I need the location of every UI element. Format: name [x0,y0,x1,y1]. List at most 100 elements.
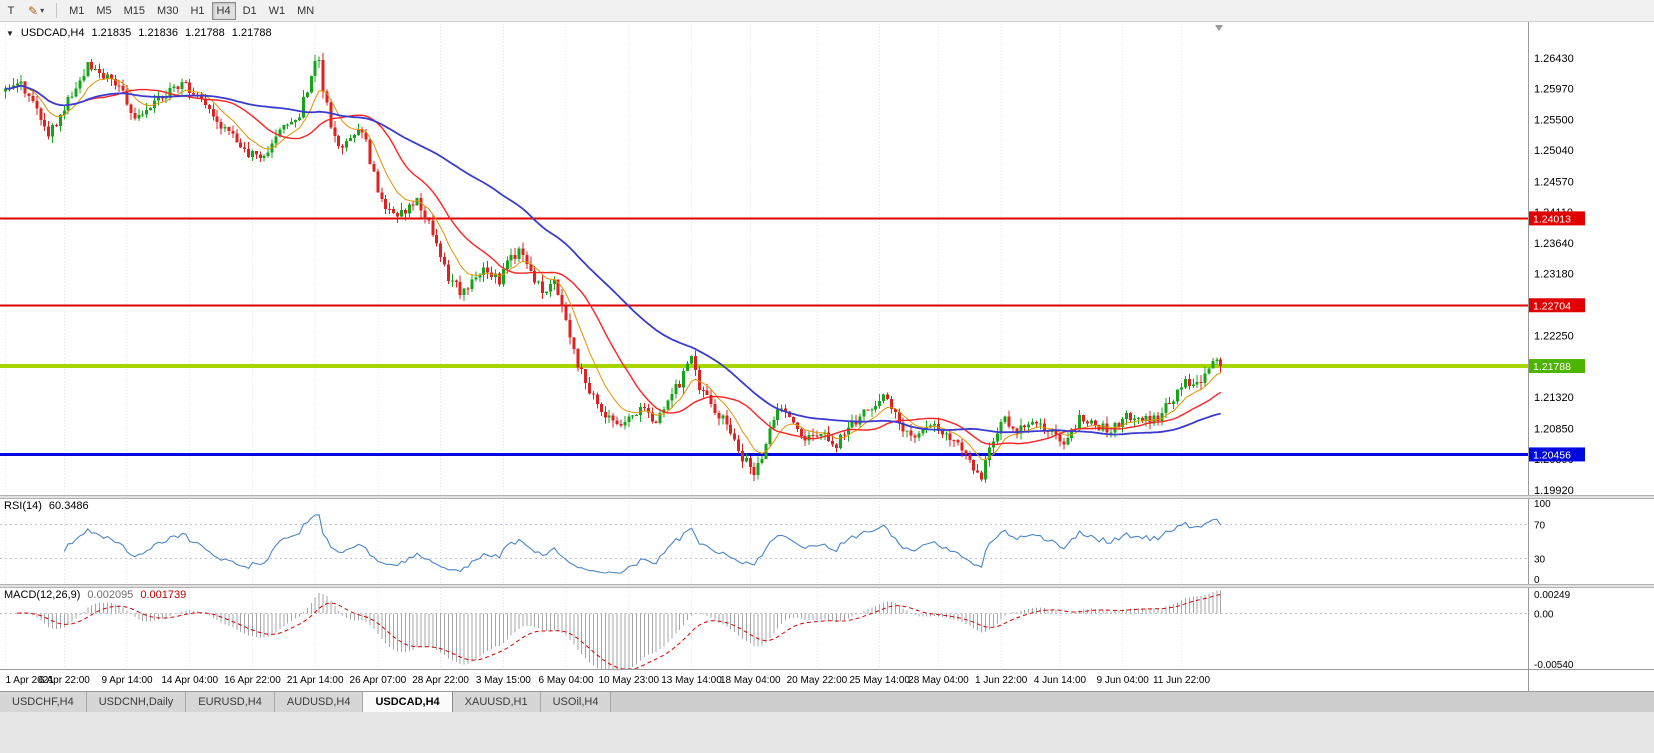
svg-text:70: 70 [1534,521,1546,532]
svg-text:1.26430: 1.26430 [1534,53,1574,65]
svg-text:18 May 04:00: 18 May 04:00 [720,675,781,686]
timeframe-label: M1 [69,4,85,17]
quote-low: 1.21788 [185,27,225,39]
quote-open: 1.21835 [91,27,132,39]
svg-text:1.20456: 1.20456 [1533,449,1571,461]
chevron-down-icon: ▾ [40,6,45,15]
svg-text:1.25500: 1.25500 [1534,115,1574,127]
quote-high: 1.21836 [138,27,179,39]
price-axis[interactable] [1528,22,1654,691]
timeframe-label: W1 [268,4,286,17]
svg-text:1.20850: 1.20850 [1534,423,1574,435]
svg-text:1 Apr 2021: 1 Apr 2021 [6,675,55,686]
symbol-dropdown-icon[interactable]: ▼ [6,28,14,38]
svg-text:1 Jun 22:00: 1 Jun 22:00 [975,675,1028,686]
timeframe-button-d1[interactable]: D1 [238,2,262,20]
svg-text:1.23180: 1.23180 [1534,269,1574,281]
svg-text:3 May 15:00: 3 May 15:00 [476,675,531,686]
panel-separator-macd[interactable] [0,584,1654,588]
timeframe-button-w1[interactable]: W1 [264,2,291,20]
panel-separator-rsi[interactable] [0,495,1654,499]
timeframe-button-mn[interactable]: MN [292,2,319,20]
svg-text:13 May 14:00: 13 May 14:00 [661,675,722,686]
svg-text:20 May 22:00: 20 May 22:00 [787,675,848,686]
tab-label: EURUSD,H4 [198,696,262,708]
timeframe-button-m15[interactable]: M15 [119,2,150,20]
toolbar-separator [56,3,58,18]
quote-close: 1.21788 [231,27,272,39]
timeframe-label: M5 [96,4,112,17]
svg-text:0: 0 [1534,575,1540,586]
svg-text:1.25970: 1.25970 [1534,84,1574,96]
svg-text:11 Jun 22:00: 11 Jun 22:00 [1153,675,1211,686]
rsi-value: 60.3486 [48,500,89,512]
svg-text:1.21788: 1.21788 [1533,361,1571,373]
chart-tabs-bar: USDCHF,H4 USDCNH,Daily EURUSD,H4 AUDUSD,H4 U… [0,691,1654,712]
svg-text:1.22250: 1.22250 [1534,330,1574,342]
svg-text:10 May 23:00: 10 May 23:00 [598,675,659,686]
tab-label: USDCAD,H4 [375,696,440,708]
macd-main-value: 0.002095 [87,589,134,601]
tab-label: USDCNH,Daily [98,696,174,708]
svg-text:14 Apr 04:00: 14 Apr 04:00 [161,675,218,686]
pencil-icon: ✎ [28,3,39,18]
rsi-name: RSI(14) [4,500,42,512]
svg-text:1.25040: 1.25040 [1534,145,1574,157]
quote-line: ▼ USDCAD,H4 1.21835 1.21836 1.21788 1.21… [6,27,272,39]
svg-text:0.00: 0.00 [1534,610,1554,621]
svg-text:1.22704: 1.22704 [1533,300,1571,312]
tab-label: USOil,H4 [552,696,599,708]
svg-text:28 Apr 22:00: 28 Apr 22:00 [412,675,469,686]
timeframe-button-h4[interactable]: H4 [211,1,236,20]
chart-tab-usdcad-h4[interactable]: USDCAD,H4 [363,692,453,712]
chart-tab-usdchf-h4[interactable]: USDCHF,H4 [0,692,87,712]
macd-name: MACD(12,26,9) [4,589,81,601]
svg-text:1.21320: 1.21320 [1534,392,1574,404]
timeframe-button-m1[interactable]: M1 [64,2,89,20]
svg-text:1.23640: 1.23640 [1534,238,1574,250]
timeframe-button-m30[interactable]: M30 [152,2,183,20]
svg-text:1.19920: 1.19920 [1534,485,1574,497]
timeframe-label: D1 [242,4,257,17]
timeframe-label: M30 [157,4,179,17]
timeframe-button-h1[interactable]: H1 [185,2,209,20]
timeframe-label: H4 [216,4,231,17]
rsi-indicator-label: RSI(14) 60.3486 [4,500,89,512]
svg-text:1.24013: 1.24013 [1533,213,1571,225]
drawing-tools-button[interactable]: ✎ ▾ [23,2,49,20]
tab-label: AUDUSD,H4 [286,696,351,708]
svg-text:4 Jun 14:00: 4 Jun 14:00 [1034,675,1087,686]
tab-label: USDCHF,H4 [12,696,74,708]
chart-tab-audusd-h4[interactable]: AUDUSD,H4 [274,692,364,712]
svg-text:1.24570: 1.24570 [1534,176,1574,188]
svg-text:30: 30 [1534,555,1546,566]
status-area [0,712,1654,753]
chart-tab-eurusd-h4[interactable]: EURUSD,H4 [186,692,275,712]
svg-text:26 Apr 07:00: 26 Apr 07:00 [350,675,407,686]
svg-text:9 Jun 04:00: 9 Jun 04:00 [1097,675,1150,686]
svg-text:16 Apr 22:00: 16 Apr 22:00 [224,675,281,686]
chart-tab-usdcnh-daily[interactable]: USDCNH,Daily [86,692,187,712]
svg-text:100: 100 [1534,499,1551,510]
time-axis[interactable] [0,669,1528,691]
timeframe-label: M15 [123,4,146,17]
tab-label: XAUUSD,H1 [464,696,528,708]
svg-text:-0.00540: -0.00540 [1534,660,1574,671]
svg-text:6 Apr 22:00: 6 Apr 22:00 [39,675,91,686]
toolbar: T ✎ ▾ M1 M5 M15 M30 H1 H4 D1 W1 MN [0,0,1654,22]
svg-text:28 May 04:00: 28 May 04:00 [908,675,969,686]
quote-symbol: USDCAD,H4 [20,27,85,39]
macd-indicator-label: MACD(12,26,9) 0.002095 0.001739 [4,589,186,601]
text-tool-button[interactable]: T [1,2,21,20]
chart-tab-usoil-h4[interactable]: USOil,H4 [540,692,612,712]
timeframe-button-m5[interactable]: M5 [91,2,116,20]
svg-text:0.00249: 0.00249 [1534,590,1571,601]
svg-text:9 Apr 14:00: 9 Apr 14:00 [101,675,153,686]
timeframe-label: MN [297,4,315,17]
macd-signal-value: 0.001739 [140,589,187,601]
chart-tab-xauusd-h1[interactable]: XAUUSD,H1 [452,692,541,712]
text-tool-label: T [7,4,15,17]
timeframe-group: M1 M5 M15 M30 H1 H4 D1 W1 MN [63,1,320,20]
